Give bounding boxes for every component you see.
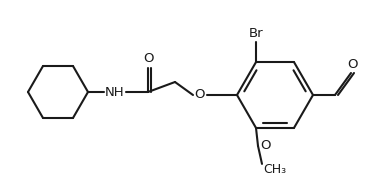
Text: Br: Br [249,27,263,40]
Text: O: O [348,57,358,70]
Text: NH: NH [105,86,125,98]
Text: O: O [260,139,270,152]
Text: O: O [144,52,154,66]
Text: O: O [195,89,205,102]
Text: CH₃: CH₃ [263,163,286,176]
